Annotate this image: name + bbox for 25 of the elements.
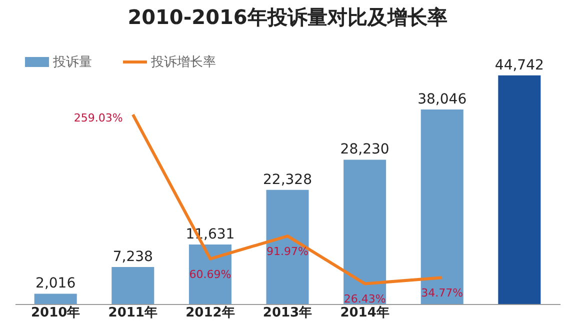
bar [266,190,309,304]
data-label: 22,328 [263,172,312,188]
bar [420,110,464,304]
legend-label: 投诉量 [52,55,92,70]
x-tick-label: 2010年 [30,306,80,320]
data-label: 44,742 [494,57,544,74]
bar [498,75,541,304]
bar [344,160,386,304]
bar [34,294,77,304]
data-label: 91.97% [266,245,308,258]
data-label: 26.43% [344,292,386,306]
x-tick-label: 2014年 [340,306,390,320]
x-tick-label: 2012年 [186,306,235,320]
chart-title: 2010-2016年投诉量对比及增长率 [128,5,448,29]
legend-label: 投诉增长率 [150,54,216,70]
data-label: 7,238 [112,249,153,266]
bar [112,267,154,304]
data-label: 60.69% [189,268,232,281]
data-label: 259.03% [74,112,123,125]
data-label: 28,230 [340,142,390,158]
data-label: 2,016 [36,276,76,292]
data-label: 34.77% [421,286,464,300]
x-tick-label: 2011年 [108,306,158,320]
data-label: 38,046 [418,92,467,108]
x-tick-label: 2013年 [262,306,312,320]
